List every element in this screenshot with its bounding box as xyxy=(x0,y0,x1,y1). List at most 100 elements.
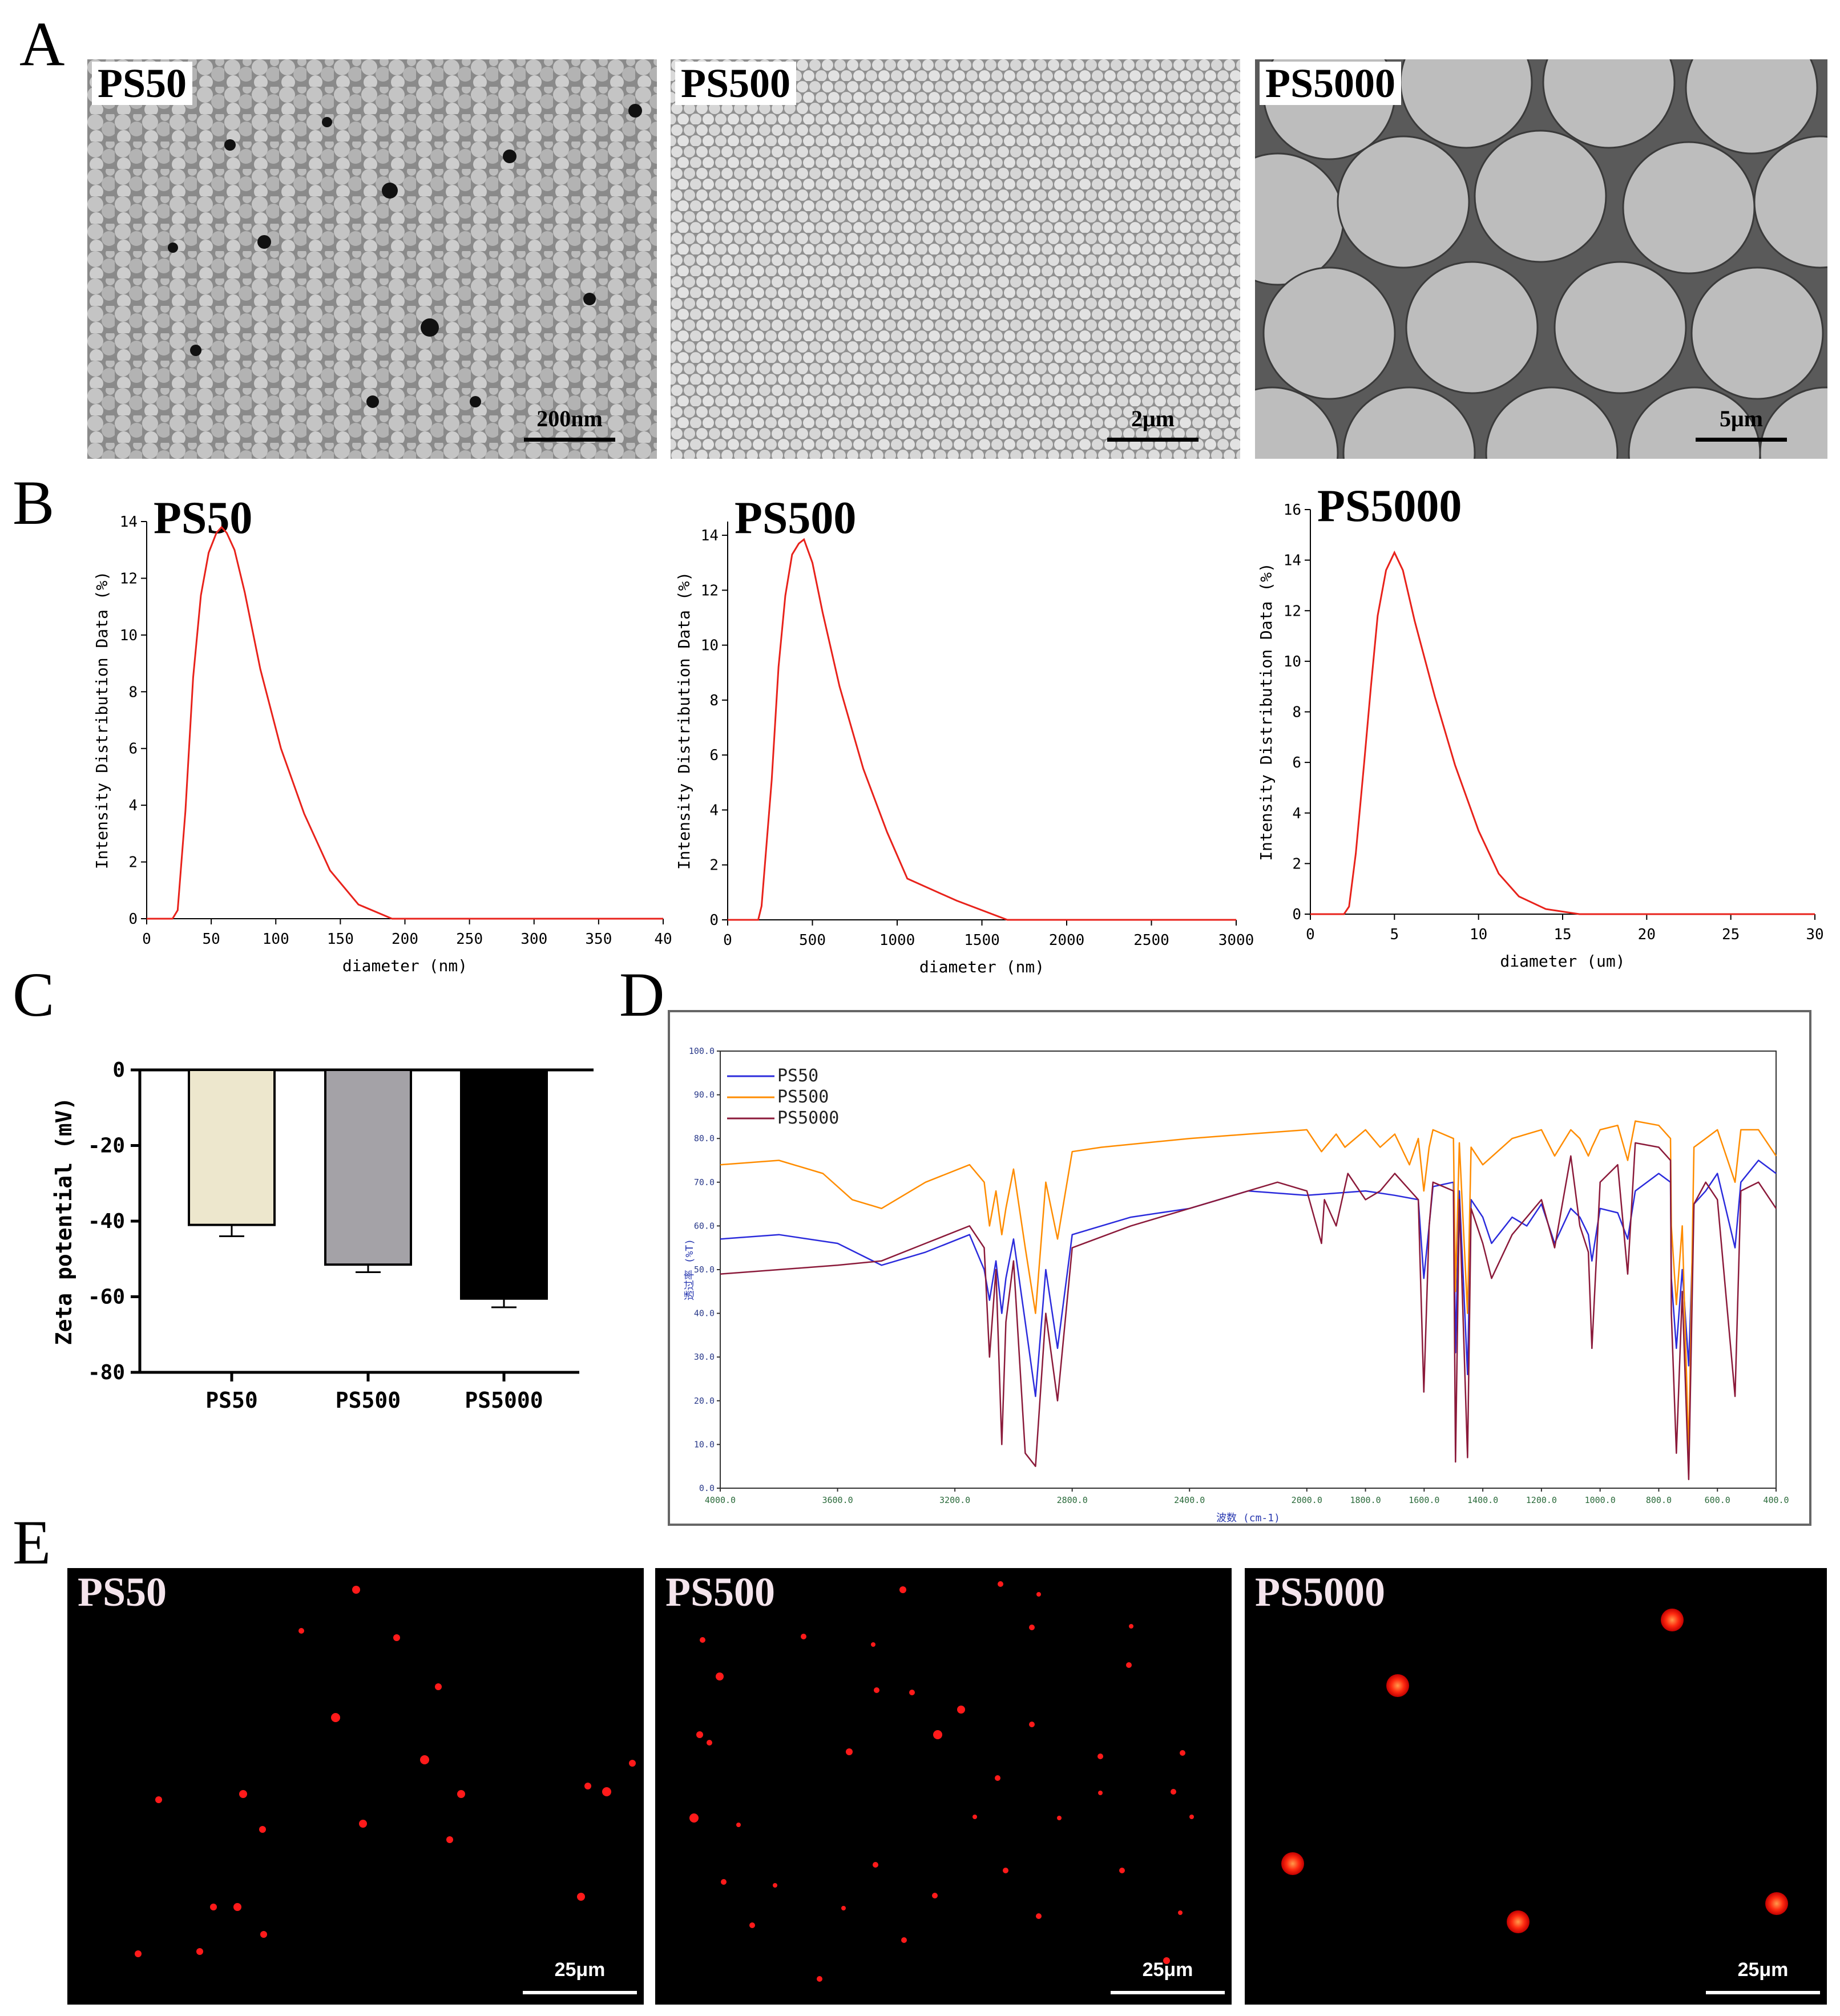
x-tick-label: 1600.0 xyxy=(1409,1495,1439,1505)
fluor-dots-ps50 xyxy=(135,1586,636,1957)
panel-letter-c: C xyxy=(13,960,55,1029)
y-tick-label: 50.0 xyxy=(694,1264,715,1275)
scale-label-fl-ps50: 25μm xyxy=(554,1959,606,1981)
y-tick-label: -40 xyxy=(88,1210,125,1233)
chart-title: PS50 xyxy=(154,493,252,543)
dls-chart-ps50: 0 2 4 6 8 10 12 14 0 50 100 150 200 250 300 350 40 diamet… xyxy=(92,493,672,975)
series-line-ps50 xyxy=(720,1159,1777,1397)
distribution-line xyxy=(1310,550,1815,915)
y-tick-label: 2 xyxy=(128,854,138,871)
sem-texture-ps50 xyxy=(87,59,657,459)
y-tick-label: 10.0 xyxy=(694,1439,715,1449)
y-tick-label: 8 xyxy=(709,692,719,709)
distribution-line xyxy=(147,526,663,920)
y-tick-label: 14 xyxy=(701,527,719,544)
y-tick-label: 0 xyxy=(1292,906,1301,923)
sem-image-ps50: PS50 200nm xyxy=(87,59,657,459)
x-axis-label: diameter (nm) xyxy=(342,956,467,975)
y-tick-label: 4 xyxy=(128,797,138,814)
y-tick-label: 12 xyxy=(701,582,719,599)
x-tick-label: 50 xyxy=(202,931,220,948)
y-tick-label: 100.0 xyxy=(689,1046,715,1056)
y-tick-label: 90.0 xyxy=(694,1090,715,1100)
sem-texture-ps500 xyxy=(671,59,1240,459)
x-tick-label: 25 xyxy=(1722,926,1740,943)
y-tick-label: 60.0 xyxy=(694,1221,715,1231)
bar-ps5000 xyxy=(460,1069,548,1300)
y-tick-label: 20.0 xyxy=(694,1396,715,1406)
x-tick-label: 2500 xyxy=(1133,932,1169,949)
x-tick-label: 3000 xyxy=(1218,932,1254,949)
x-axis-label: 波数 (cm-1) xyxy=(1216,1512,1280,1524)
x-tick-label: 600.0 xyxy=(1705,1495,1730,1505)
y-tick-label: 0.0 xyxy=(699,1483,715,1493)
chart-title: PS5000 xyxy=(1317,491,1462,531)
y-tick-label: 16 xyxy=(1284,502,1301,519)
x-tick-label: 100 xyxy=(263,931,289,948)
y-tick-label: 10 xyxy=(701,637,719,655)
scale-bar-fl-ps5000 xyxy=(1706,1991,1820,1994)
bar-ps500 xyxy=(324,1069,412,1266)
y-axis-label: Intensity Distribution Data (%) xyxy=(1257,563,1276,861)
x-tick-label: 1200.0 xyxy=(1526,1495,1557,1505)
x-tick-label: 2000 xyxy=(1049,932,1085,949)
x-tick-label: 5 xyxy=(1390,926,1399,943)
y-tick-label: -80 xyxy=(88,1361,125,1384)
x-tick-label: 300 xyxy=(520,931,547,948)
x-tick-label: PS5000 xyxy=(465,1388,543,1413)
distribution-line xyxy=(728,538,1236,921)
x-tick-label: 1800.0 xyxy=(1350,1495,1381,1505)
y-tick-label: 10 xyxy=(1284,653,1301,670)
legend-label-ps500: PS500 xyxy=(777,1087,829,1107)
y-tick-label: 8 xyxy=(128,684,138,701)
series-line-ps5000 xyxy=(720,1142,1777,1480)
x-tick-label: 350 xyxy=(585,931,612,948)
y-tick-label: 4 xyxy=(709,802,719,819)
fluor-image-ps5000: PS5000 25μm xyxy=(1245,1568,1827,2005)
y-tick-label: 6 xyxy=(1292,754,1301,771)
x-tick-label: 1500 xyxy=(964,932,1000,949)
x-tick-label: 1000.0 xyxy=(1585,1495,1616,1505)
x-tick-label: 2000.0 xyxy=(1292,1495,1322,1505)
y-tick-label: 2 xyxy=(709,857,719,874)
legend-label-ps50: PS50 xyxy=(777,1066,818,1086)
y-tick-label: -20 xyxy=(88,1134,125,1158)
y-tick-label: 80.0 xyxy=(694,1133,715,1144)
x-tick-label: 250 xyxy=(456,931,483,948)
x-tick-label: 0 xyxy=(142,931,151,948)
x-tick-label: 1400.0 xyxy=(1467,1495,1498,1505)
x-tick-label: 4000.0 xyxy=(705,1495,736,1505)
scale-label-ps50: 200nm xyxy=(536,406,603,431)
x-tick-label: PS500 xyxy=(336,1388,401,1413)
x-tick-label: 40 xyxy=(654,931,672,948)
scale-label-ps5000: 5μm xyxy=(1720,406,1763,431)
dls-chart-ps500: 0 2 4 6 8 10 12 14 0 500 1000 1500 2000 2500 3000 diame… xyxy=(675,493,1254,976)
y-tick-label: 14 xyxy=(1284,552,1301,569)
scale-label-ps500: 2μm xyxy=(1131,406,1175,431)
x-tick-label: 2800.0 xyxy=(1057,1495,1088,1505)
scale-label-fl-ps500: 25μm xyxy=(1142,1959,1193,1981)
panel-letter-a: A xyxy=(19,9,65,79)
x-tick-label: 150 xyxy=(327,931,354,948)
panel-letter-b: B xyxy=(13,468,55,538)
fluor-tag-ps500: PS500 xyxy=(665,1569,776,1615)
y-axis-label: Intensity Distribution Data (%) xyxy=(675,572,693,870)
x-tick-label: 15 xyxy=(1553,926,1571,943)
x-axis-label: diameter (nm) xyxy=(919,958,1044,976)
y-tick-label: 12 xyxy=(1284,603,1301,620)
scale-bar-ps5000 xyxy=(1696,438,1787,442)
y-tick-label: 0 xyxy=(709,912,719,929)
sem-image-ps500: PS500 2μm xyxy=(671,59,1240,459)
fluor-dots-ps500 xyxy=(689,1581,1194,1982)
ftir-plot-area xyxy=(720,1051,1777,1489)
y-tick-label: -60 xyxy=(88,1286,125,1309)
y-tick-label: 12 xyxy=(120,570,138,587)
legend-label-ps5000: PS5000 xyxy=(777,1108,839,1128)
x-tick-label: 2400.0 xyxy=(1174,1495,1205,1505)
panel-letter-d: D xyxy=(619,960,665,1029)
sem-tag-ps50: PS50 xyxy=(92,62,193,105)
zeta-potential-chart: 0 -20 -40 -60 -80 PS50 PS500 PS5000 Zeta potenti… xyxy=(51,1058,594,1413)
x-axis-label: diameter (um) xyxy=(1500,952,1625,971)
y-tick-label: 40.0 xyxy=(694,1308,715,1319)
y-axis-label: Zeta potential (mV) xyxy=(51,1097,76,1346)
